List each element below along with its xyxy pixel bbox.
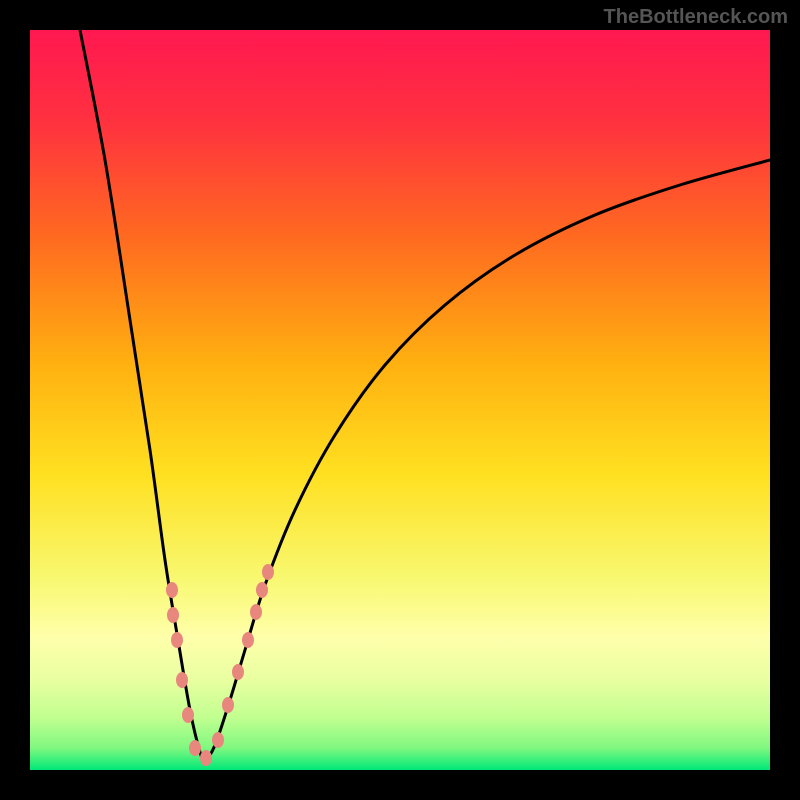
data-marker [167, 607, 179, 623]
watermark: TheBottleneck.com [604, 6, 788, 29]
data-marker [262, 564, 274, 580]
data-marker [212, 732, 224, 748]
data-marker [242, 632, 254, 648]
data-marker [222, 697, 234, 713]
data-marker [189, 740, 201, 756]
data-marker [250, 604, 262, 620]
data-marker [256, 582, 268, 598]
data-marker [166, 582, 178, 598]
data-marker [200, 750, 212, 766]
data-marker [232, 664, 244, 680]
data-marker [171, 632, 183, 648]
bottleneck-chart [0, 0, 800, 800]
data-marker [176, 672, 188, 688]
data-marker [182, 707, 194, 723]
chart-container: TheBottleneck.com [0, 0, 800, 800]
